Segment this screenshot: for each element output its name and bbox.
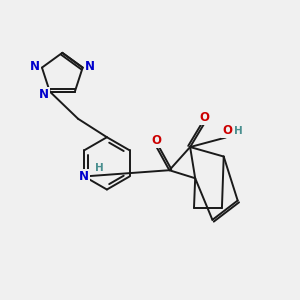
Text: N: N: [39, 88, 49, 101]
Text: N: N: [79, 170, 89, 183]
Text: H: H: [95, 163, 104, 173]
Text: O: O: [151, 134, 161, 147]
Text: O: O: [222, 124, 232, 137]
Text: O: O: [200, 111, 209, 124]
Text: N: N: [30, 60, 40, 73]
Text: H: H: [234, 126, 243, 136]
Text: N: N: [85, 60, 94, 73]
